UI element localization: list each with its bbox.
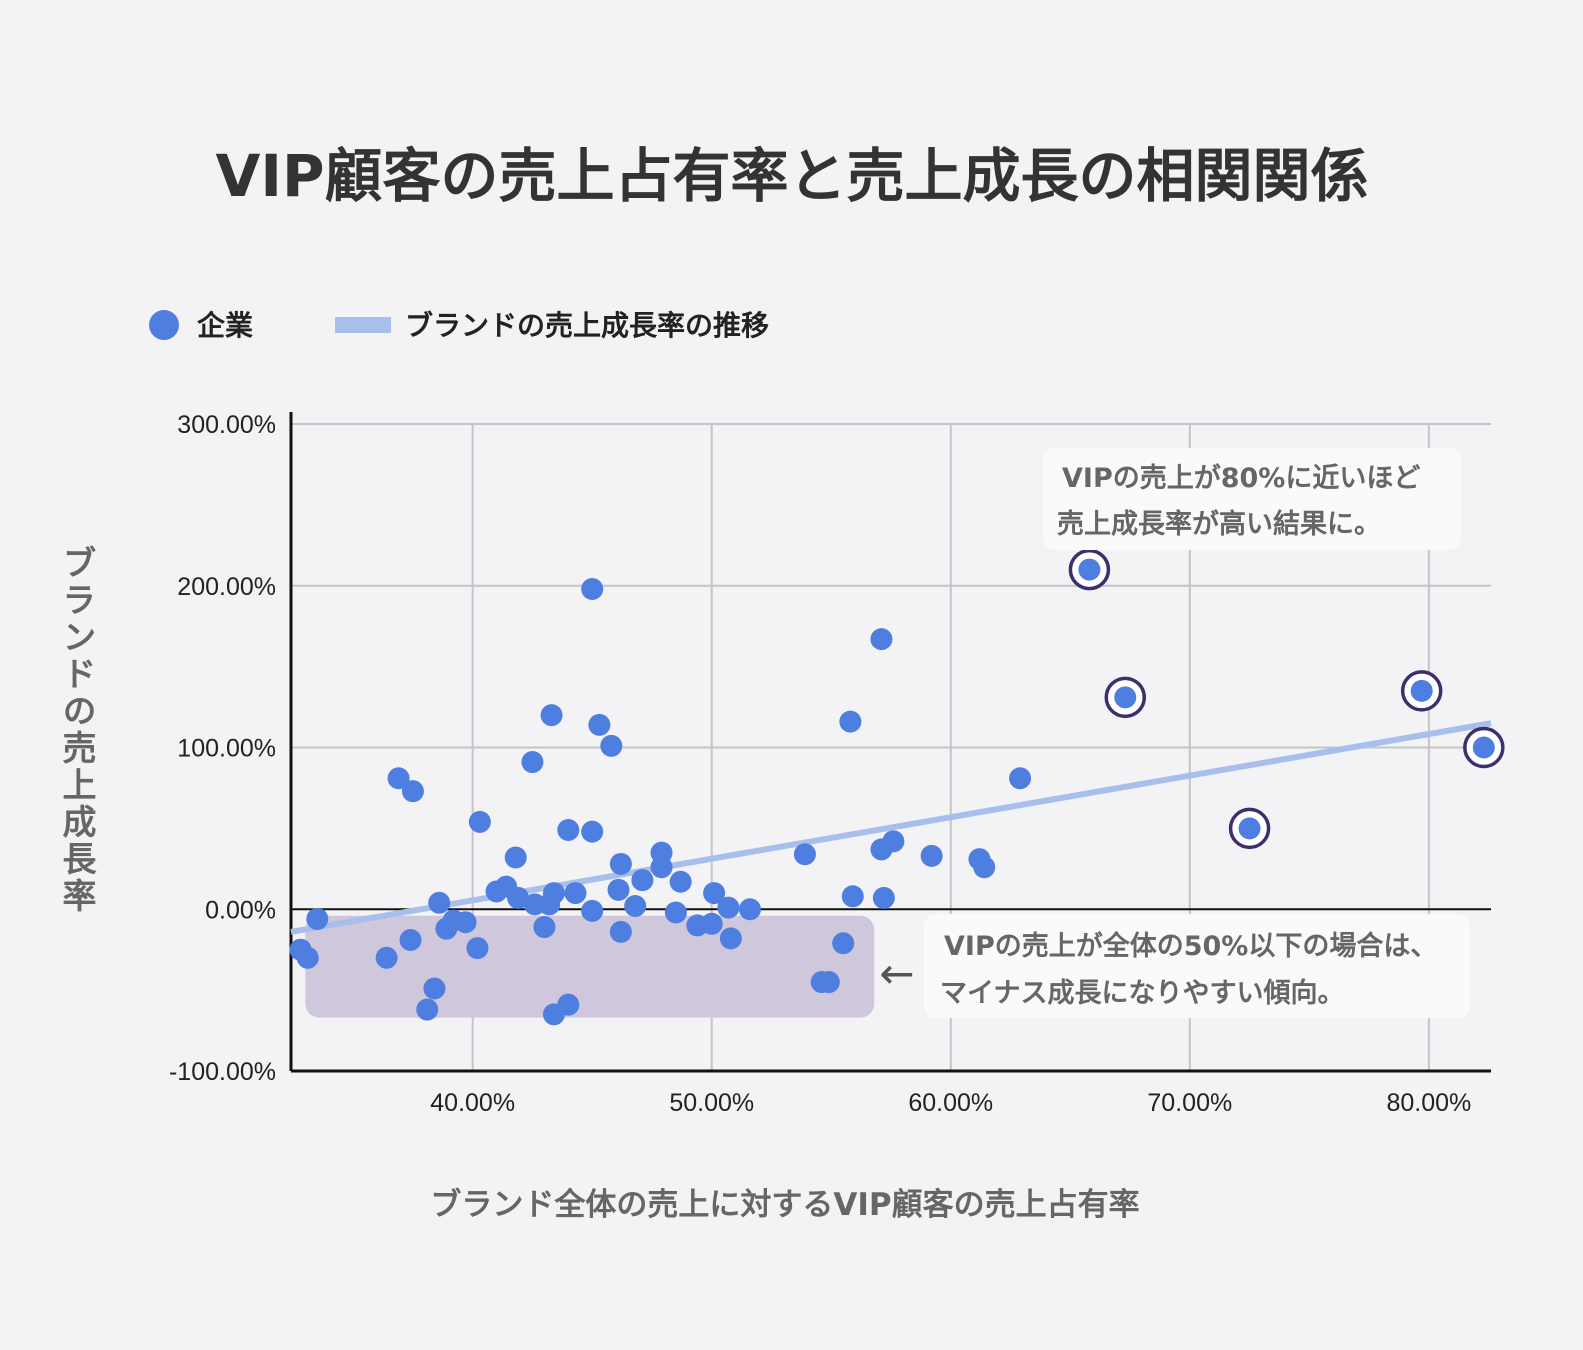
data-point bbox=[540, 704, 563, 727]
data-point bbox=[542, 882, 565, 905]
highlighted-data-point bbox=[1410, 679, 1433, 702]
y-tick-label: -100.00% bbox=[169, 1058, 276, 1086]
data-point bbox=[738, 898, 761, 921]
data-point bbox=[1009, 767, 1032, 790]
points-layer bbox=[289, 548, 1505, 1026]
y-tick-label: 300.00% bbox=[177, 411, 276, 439]
data-point bbox=[557, 818, 580, 841]
data-point bbox=[664, 901, 687, 924]
data-point bbox=[399, 928, 422, 951]
arrow-left-icon: ← bbox=[879, 949, 914, 998]
data-point bbox=[581, 820, 604, 843]
data-point bbox=[719, 927, 742, 950]
legend-label-trend: ブランドの売上成長率の推移 bbox=[405, 309, 769, 342]
annotation-top-line-1: VIPの売上が80%に近いほど bbox=[1062, 462, 1420, 494]
data-point bbox=[839, 710, 862, 733]
annotation-top-box bbox=[1043, 448, 1461, 550]
legend-label-company: 企業 bbox=[197, 309, 253, 342]
data-point bbox=[700, 912, 723, 935]
data-point bbox=[296, 946, 319, 969]
data-point bbox=[703, 882, 726, 905]
data-point bbox=[870, 628, 893, 651]
data-point bbox=[607, 878, 630, 901]
data-point bbox=[387, 767, 410, 790]
legend: 企業 ブランドの売上成長率の推移 bbox=[149, 309, 769, 342]
data-point bbox=[306, 907, 329, 930]
data-point bbox=[428, 891, 451, 914]
annotation-bottom-line-2: マイナス成長になりやすい傾向。 bbox=[940, 977, 1344, 1009]
data-point bbox=[557, 993, 580, 1016]
y-axis-title: ブランドの売上成長率 bbox=[56, 545, 96, 915]
data-point bbox=[609, 852, 632, 875]
data-point bbox=[564, 882, 587, 905]
data-point bbox=[581, 899, 604, 922]
data-point bbox=[375, 946, 398, 969]
annotation-top: VIPの売上が80%に近いほど 売上成長率が高い結果に。 bbox=[1043, 448, 1461, 550]
data-point bbox=[521, 751, 544, 774]
y-tick-label: 0.00% bbox=[205, 896, 276, 924]
highlighted-data-point bbox=[1078, 558, 1101, 581]
x-axis-title: ブランド全体の売上に対するVIP顧客の売上占有率 bbox=[430, 1187, 1139, 1223]
data-point bbox=[533, 916, 556, 939]
data-point bbox=[600, 734, 623, 757]
data-point bbox=[423, 977, 446, 1000]
data-point bbox=[832, 932, 855, 955]
data-point bbox=[817, 971, 840, 994]
data-point bbox=[609, 920, 632, 943]
annotation-top-line-2: 売上成長率が高い結果に。 bbox=[1057, 508, 1381, 540]
data-point bbox=[793, 843, 816, 866]
data-point bbox=[920, 844, 943, 867]
data-point bbox=[872, 886, 895, 909]
data-point bbox=[581, 577, 604, 600]
x-tick-label: 60.00% bbox=[908, 1089, 993, 1117]
data-point bbox=[717, 896, 740, 919]
y-tick-label: 100.00% bbox=[177, 735, 276, 763]
x-tick-label: 80.00% bbox=[1386, 1089, 1471, 1117]
data-point bbox=[588, 713, 611, 736]
highlighted-data-point bbox=[1238, 817, 1261, 840]
data-point bbox=[841, 885, 864, 908]
data-point bbox=[669, 870, 692, 893]
data-point bbox=[507, 886, 530, 909]
chart-title: VIP顧客の売上占有率と売上成長の相関関係 bbox=[216, 142, 1369, 210]
data-point bbox=[401, 780, 424, 803]
x-tick-label: 70.00% bbox=[1147, 1089, 1232, 1117]
data-point bbox=[973, 856, 996, 879]
data-point bbox=[466, 937, 489, 960]
data-point bbox=[454, 911, 477, 934]
y-tick-label: 200.00% bbox=[177, 573, 276, 601]
data-point bbox=[416, 998, 439, 1021]
data-point bbox=[650, 841, 673, 864]
data-point bbox=[504, 846, 527, 869]
data-point bbox=[624, 895, 647, 918]
data-point bbox=[468, 810, 491, 833]
highlighted-data-point bbox=[1472, 736, 1495, 759]
annotation-bottom-box bbox=[924, 914, 1470, 1018]
x-tick-label: 50.00% bbox=[669, 1089, 754, 1117]
annotation-bottom: VIPの売上が全体の50%以下の場合は、 マイナス成長になりやすい傾向。 ← bbox=[879, 914, 1470, 1018]
axes: -100.00% 0.00% 100.00% 200.00% 300.00% 40.00%… bbox=[169, 411, 1491, 1117]
highlighted-data-point bbox=[1114, 686, 1137, 709]
legend-line-icon bbox=[335, 317, 391, 333]
data-point bbox=[631, 869, 654, 892]
legend-marker-icon bbox=[149, 310, 179, 340]
data-point bbox=[882, 830, 905, 853]
annotation-bottom-line-1: VIPの売上が全体の50%以下の場合は、 bbox=[944, 930, 1437, 962]
x-tick-label: 40.00% bbox=[430, 1089, 515, 1117]
